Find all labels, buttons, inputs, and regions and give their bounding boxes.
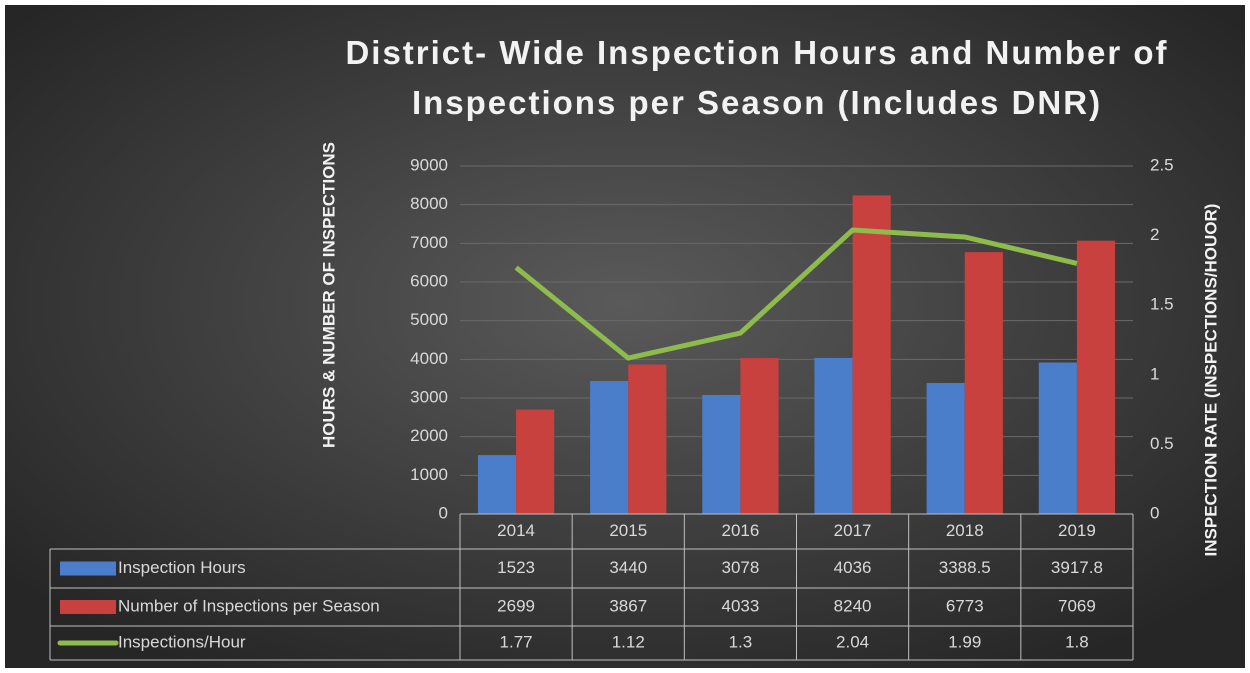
table-value: 3917.8	[1051, 558, 1103, 577]
table-value: 3440	[609, 558, 647, 577]
legend-key	[60, 600, 116, 614]
bar	[590, 380, 629, 514]
table-value: 2.04	[836, 632, 869, 651]
bar	[852, 195, 891, 515]
table-value: 8240	[834, 596, 872, 615]
bar	[740, 358, 779, 514]
table-value: 1.99	[948, 632, 981, 651]
y-tick-label: 1000	[410, 465, 448, 484]
table-value: 1.8	[1065, 632, 1089, 651]
bar	[477, 455, 517, 514]
table-value: 4033	[722, 596, 760, 615]
legend-label: Inspections/Hour	[118, 632, 246, 651]
table-value: 1.3	[729, 632, 753, 651]
y2-axis-label: INSPECTION RATE (INSPECTIONS/HOUOR)	[1201, 204, 1220, 557]
table-value: 6773	[946, 596, 984, 615]
table-value: 4036	[834, 558, 872, 577]
x-tick-label: 2014	[497, 521, 535, 540]
bar	[702, 394, 741, 514]
x-tick-label: 2017	[834, 521, 872, 540]
y-tick-label: 7000	[410, 233, 448, 252]
legend-label: Number of Inspections per Season	[118, 596, 380, 615]
table-value: 1523	[497, 558, 535, 577]
y-tick-label: 8000	[410, 194, 448, 213]
table-value: 1.77	[500, 632, 533, 651]
bar	[814, 357, 853, 514]
y2-tick-label: 0	[1150, 503, 1159, 522]
line-series	[514, 227, 1078, 361]
table-value: 3867	[609, 596, 647, 615]
x-tick-label: 2015	[609, 521, 647, 540]
x-tick-label: 2018	[946, 521, 984, 540]
x-tick-label: 2019	[1058, 521, 1096, 540]
table-value: 3078	[722, 558, 760, 577]
legend-key	[60, 561, 116, 576]
y-tick-label: 4000	[410, 349, 448, 368]
table-value: 7069	[1058, 596, 1096, 615]
y2-tick-label: 1.5	[1150, 295, 1174, 314]
y2-tick-label: 1	[1150, 364, 1159, 383]
y2-tick-label: 2	[1150, 225, 1159, 244]
chart-title: District- Wide Inspection Hours and Numb…	[345, 34, 1169, 121]
legend-label: Inspection Hours	[118, 558, 246, 577]
y-tick-label: 3000	[410, 387, 448, 406]
bar	[964, 252, 1003, 515]
bar	[1038, 362, 1077, 514]
y2-tick-label: 0.5	[1150, 434, 1174, 453]
table-value: 1.12	[612, 632, 645, 651]
bar	[926, 382, 965, 514]
background	[5, 5, 1245, 668]
y-axis-label: HOURS & NUMBER OF INSPECTIONS	[319, 142, 338, 448]
table-value: 2699	[497, 596, 535, 615]
y-tick-label: 5000	[410, 310, 448, 329]
y-tick-label: 0	[439, 503, 448, 522]
y-tick-label: 9000	[410, 155, 448, 174]
x-tick-label: 2016	[722, 521, 760, 540]
y-tick-label: 6000	[410, 271, 448, 290]
bar	[1076, 240, 1116, 514]
table-value: 3388.5	[939, 558, 991, 577]
y-tick-label: 2000	[410, 426, 448, 445]
y2-tick-label: 2.5	[1150, 155, 1174, 174]
bar	[516, 409, 555, 514]
bar	[628, 364, 667, 514]
